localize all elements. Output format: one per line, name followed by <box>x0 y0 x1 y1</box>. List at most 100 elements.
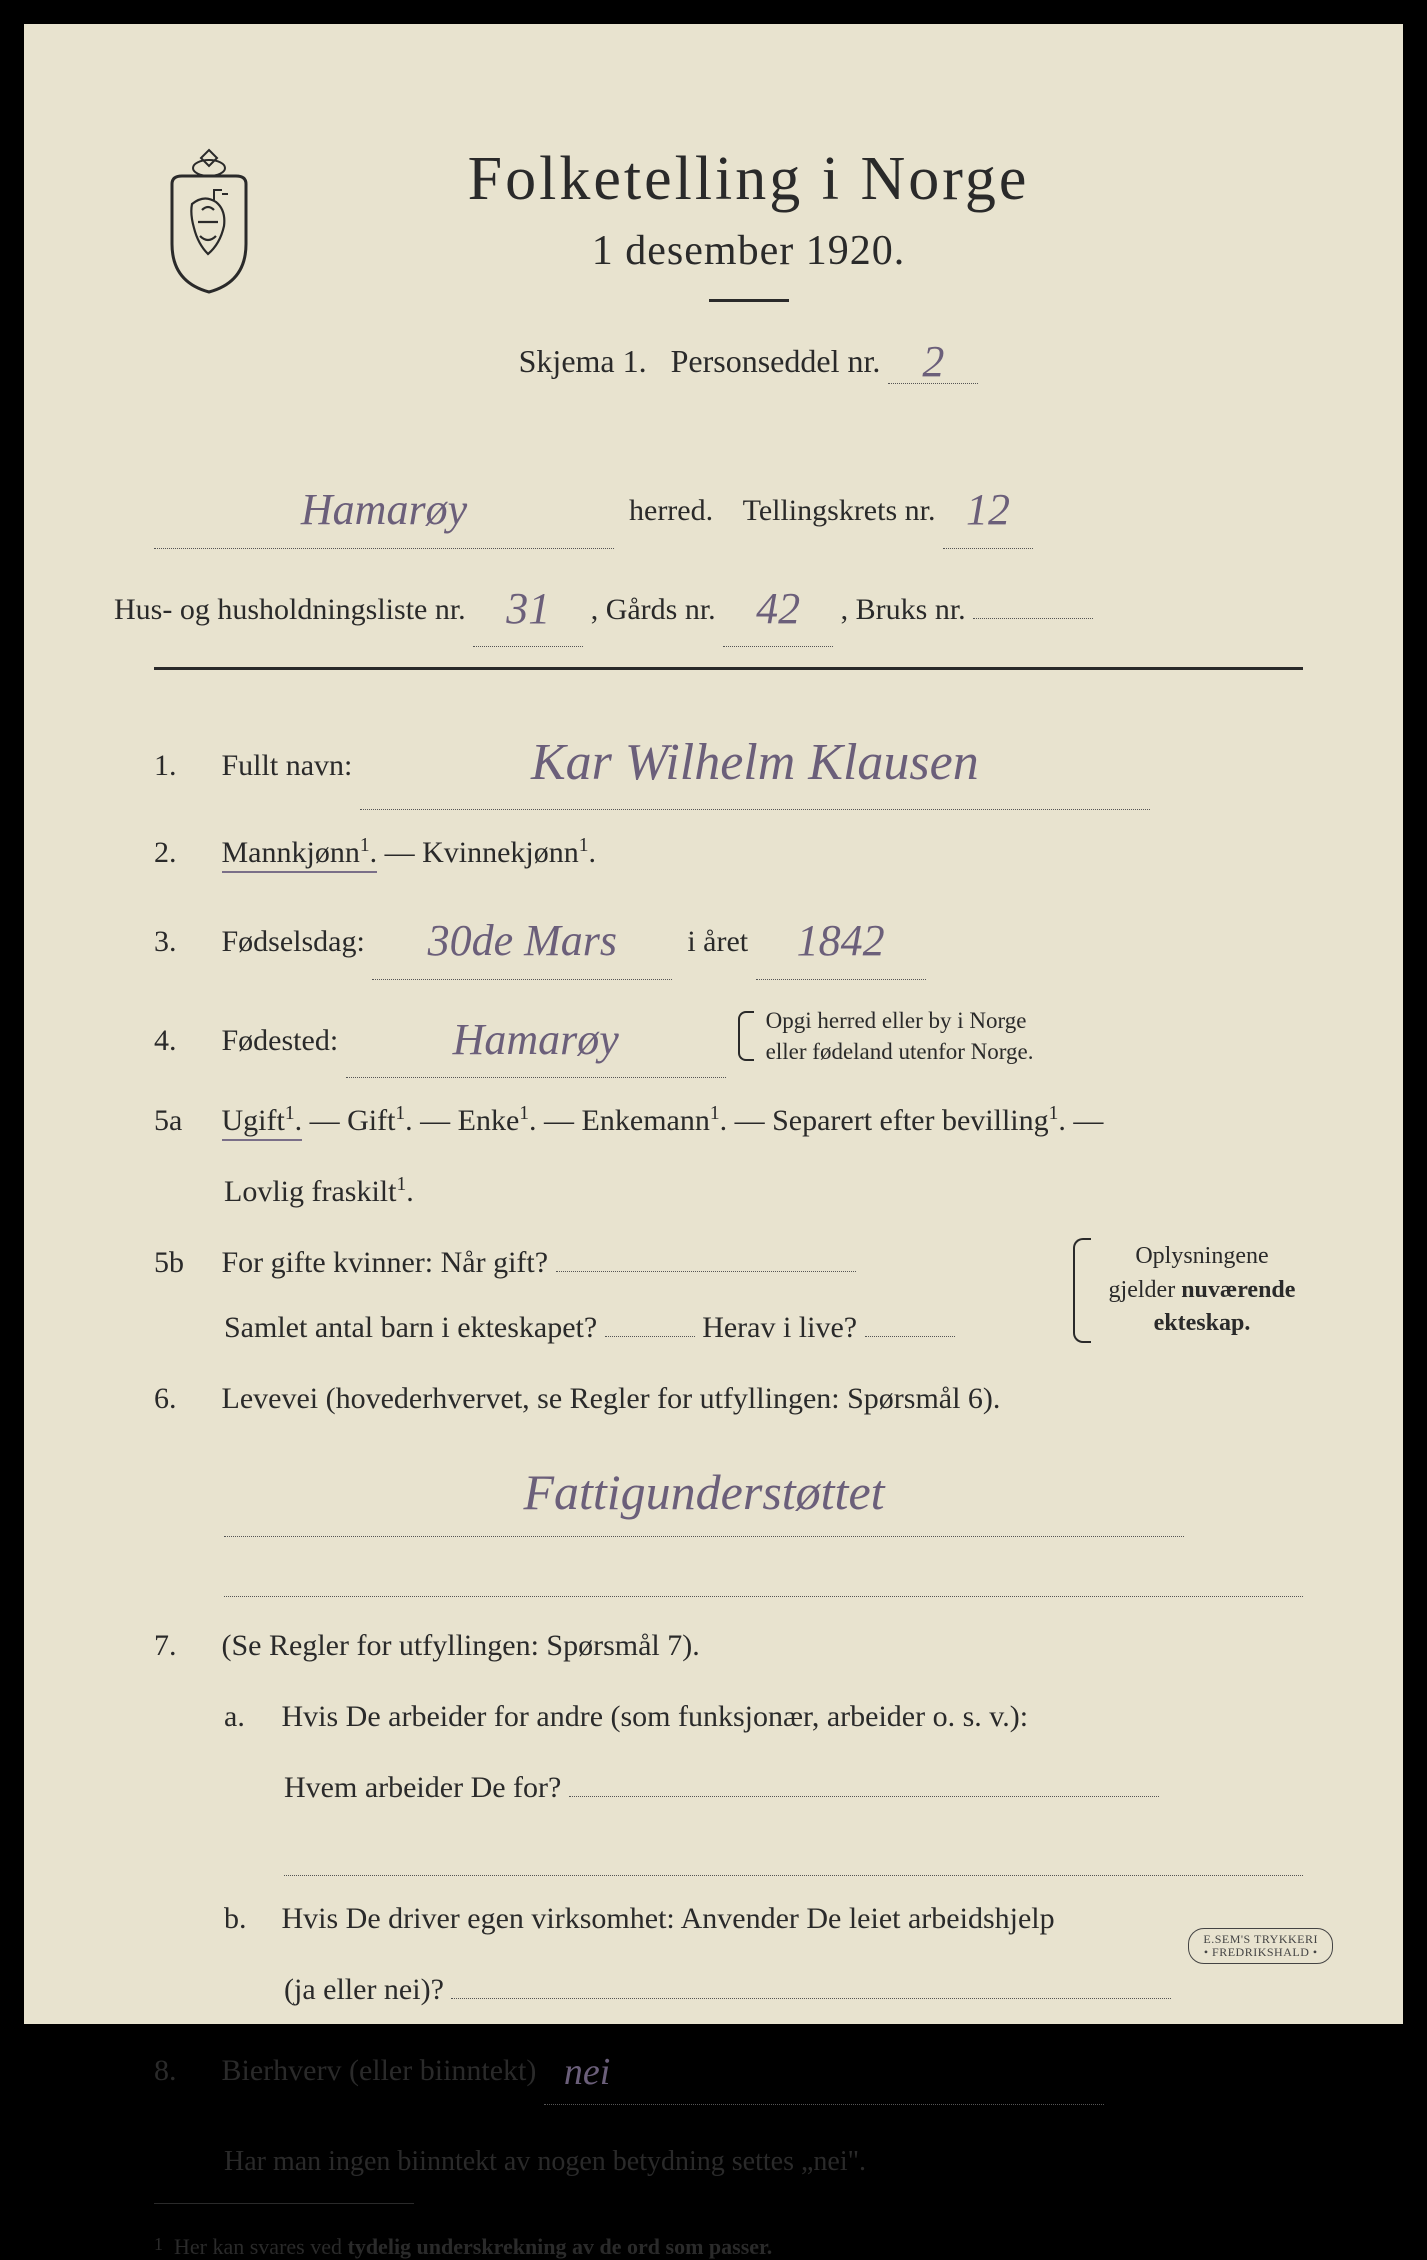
q8-hint: Har man ingen biinntekt av nogen betydni… <box>154 2135 1303 2188</box>
q6-row: 6. Levevei (hovederhvervet, se Regler fo… <box>154 1370 1303 1427</box>
stamp-l1: E.SEM'S TRYKKERI <box>1203 1933 1318 1946</box>
footnote-num: 1 <box>154 2234 163 2254</box>
footnote-rule <box>154 2203 414 2204</box>
q6-field2[interactable] <box>224 1551 1303 1597</box>
q4-note-l2: eller fødeland utenfor Norge. <box>766 1036 1034 1067</box>
q6-num: 6. <box>154 1370 214 1427</box>
bruks-field[interactable] <box>973 618 1093 619</box>
q7b-l1: Hvis De driver egen virksomhet: Anvender… <box>282 1902 1055 1935</box>
schema-label-left: Skjema 1. <box>519 343 647 379</box>
q1-num: 1. <box>154 737 214 794</box>
q2-kvinnekjonn[interactable]: Kvinnekjønn1. <box>422 836 596 869</box>
q5b-l1a: For gifte kvinner: Når gift? <box>222 1246 549 1279</box>
q6-blank2 <box>154 1551 1303 1597</box>
q4-field[interactable]: Hamarøy <box>346 994 726 1079</box>
q7a-row2: Hvem arbeider De for? <box>154 1759 1303 1816</box>
q7a-num: a. <box>224 1688 274 1745</box>
q7a-l2: Hvem arbeider De for? <box>284 1771 561 1804</box>
bruks-label: , Bruks nr. <box>841 593 966 626</box>
q5b-l2b: Herav i live? <box>702 1311 857 1344</box>
q4-row: 4. Fødested: Hamarøy Opgi herred eller b… <box>154 994 1303 1079</box>
q7b-l2: (ja eller nei)? <box>284 1973 444 2006</box>
q3-day-field[interactable]: 30de Mars <box>372 895 672 980</box>
schema-line: Skjema 1. Personseddel nr. 2 <box>304 332 1193 384</box>
q7b-field[interactable] <box>451 1998 1171 1999</box>
tellingskrets-label: Tellingskrets nr. <box>743 494 936 527</box>
q8-field[interactable]: nei <box>544 2032 1104 2105</box>
hush-row: Hus- og husholdningsliste nr. 31 , Gårds… <box>114 563 1303 648</box>
q5a-separert[interactable]: Separert efter bevilling1. <box>772 1104 1066 1137</box>
q5b-gift-field[interactable] <box>556 1271 856 1272</box>
q4-note-l1: Opgi herred eller by i Norge <box>766 1005 1034 1036</box>
q1-field[interactable]: Kar Wilhelm Klausen <box>360 710 1150 810</box>
q5a-row2: Lovlig fraskilt1. <box>154 1163 1303 1220</box>
q4-note: Opgi herred eller by i Norge eller fødel… <box>738 1005 1034 1067</box>
q5b-barn-field[interactable] <box>605 1336 695 1337</box>
q3-row: 3. Fødselsdag: 30de Mars i året 1842 <box>154 895 1303 980</box>
q4-value: Hamarøy <box>453 1015 619 1064</box>
q7b-row2: (ja eller nei)? <box>154 1961 1303 2018</box>
q5b-live-field[interactable] <box>865 1336 955 1337</box>
q7a-row: a. Hvis De arbeider for andre (som funks… <box>154 1688 1303 1745</box>
q8-num: 8. <box>154 2042 214 2099</box>
personseddel-nr-value: 2 <box>922 337 944 386</box>
q2-sep: — <box>385 836 423 869</box>
printer-stamp: E.SEM'S TRYKKERI • FREDRIKSHALD • <box>1188 1928 1333 1964</box>
census-form-page: Folketelling i Norge 1 desember 1920. Sk… <box>24 24 1403 2024</box>
footnote: 1 Her kan svares ved tydelig underskrekn… <box>154 2234 1303 2260</box>
q7a-field2[interactable] <box>284 1830 1303 1876</box>
q5a-fraskilt[interactable]: Lovlig fraskilt1. <box>224 1175 414 1208</box>
main-divider <box>154 667 1303 670</box>
title-divider <box>709 299 789 302</box>
tellingskrets-value: 12 <box>966 485 1010 534</box>
q8-row: 8. Bierhverv (eller biinntekt) nei <box>154 2032 1303 2105</box>
q1-row: 1. Fullt navn: Kar Wilhelm Klausen <box>154 710 1303 810</box>
q3-year-field[interactable]: 1842 <box>756 895 926 980</box>
q6-value: Fattigunderstøttet <box>523 1464 884 1520</box>
q8-label: Bierhverv (eller biinntekt) <box>222 2054 537 2087</box>
q5a-row: 5a Ugift1. — Gift1. — Enke1. — Enkemann1… <box>154 1092 1303 1149</box>
tellingskrets-field[interactable]: 12 <box>943 464 1033 549</box>
q7-row: 7. (Se Regler for utfyllingen: Spørsmål … <box>154 1617 1303 1674</box>
q4-label: Fødested: <box>222 1024 339 1057</box>
q5a-enkemann[interactable]: Enkemann1. <box>582 1104 728 1137</box>
hush-field[interactable]: 31 <box>473 563 583 648</box>
title-main: Folketelling i Norge <box>304 144 1193 215</box>
herred-label: herred. <box>629 494 713 527</box>
q3-day-value: 30de Mars <box>428 916 617 965</box>
q5a-ugift[interactable]: Ugift1. <box>222 1104 303 1141</box>
q1-label: Fullt navn: <box>222 749 353 782</box>
q7b-num: b. <box>224 1890 274 1947</box>
gards-label: , Gårds nr. <box>591 593 716 626</box>
header: Folketelling i Norge 1 desember 1920. Sk… <box>154 144 1303 414</box>
q2-mannkjonn[interactable]: Mannkjønn1. <box>222 836 378 873</box>
q5b-row: 5b For gifte kvinner: Når gift? Samlet a… <box>154 1234 1303 1356</box>
q4-num: 4. <box>154 1012 214 1069</box>
q3-mid: i året <box>687 925 748 958</box>
q2-num: 2. <box>154 824 214 881</box>
q5a-num: 5a <box>154 1092 214 1149</box>
coat-of-arms-icon <box>154 144 264 294</box>
q6-label: Levevei (hovederhvervet, se Regler for u… <box>222 1382 1001 1415</box>
q7a-field[interactable] <box>569 1796 1159 1797</box>
q5b-num: 5b <box>154 1234 214 1291</box>
q7-num: 7. <box>154 1617 214 1674</box>
q5a-gift[interactable]: Gift1. <box>347 1104 413 1137</box>
q6-field[interactable]: Fattigunderstøttet <box>224 1441 1184 1537</box>
hush-value: 31 <box>506 584 550 633</box>
title-sub: 1 desember 1920. <box>304 227 1193 275</box>
q2-row: 2. Mannkjønn1. — Kvinnekjønn1. <box>154 824 1303 881</box>
q7b-row: b. Hvis De driver egen virksomhet: Anven… <box>154 1890 1303 1947</box>
q1-value: Kar Wilhelm Klausen <box>531 734 979 791</box>
gards-field[interactable]: 42 <box>723 563 833 648</box>
q3-num: 3. <box>154 913 214 970</box>
q5a-enke[interactable]: Enke1. <box>458 1104 537 1137</box>
q8-value: nei <box>564 2051 610 2093</box>
q3-year-value: 1842 <box>797 916 885 965</box>
stamp-l2: • FREDRIKSHALD • <box>1203 1946 1318 1959</box>
herred-field[interactable]: Hamarøy <box>154 464 614 549</box>
q5b-note: Oplysningene gjelder nuværende ekteskap. <box>1073 1234 1303 1347</box>
q6-value-row: Fattigunderstøttet <box>154 1441 1303 1537</box>
personseddel-nr-field[interactable]: 2 <box>888 332 978 384</box>
q5b-note-l3: ekteskap. <box>1101 1307 1303 1341</box>
